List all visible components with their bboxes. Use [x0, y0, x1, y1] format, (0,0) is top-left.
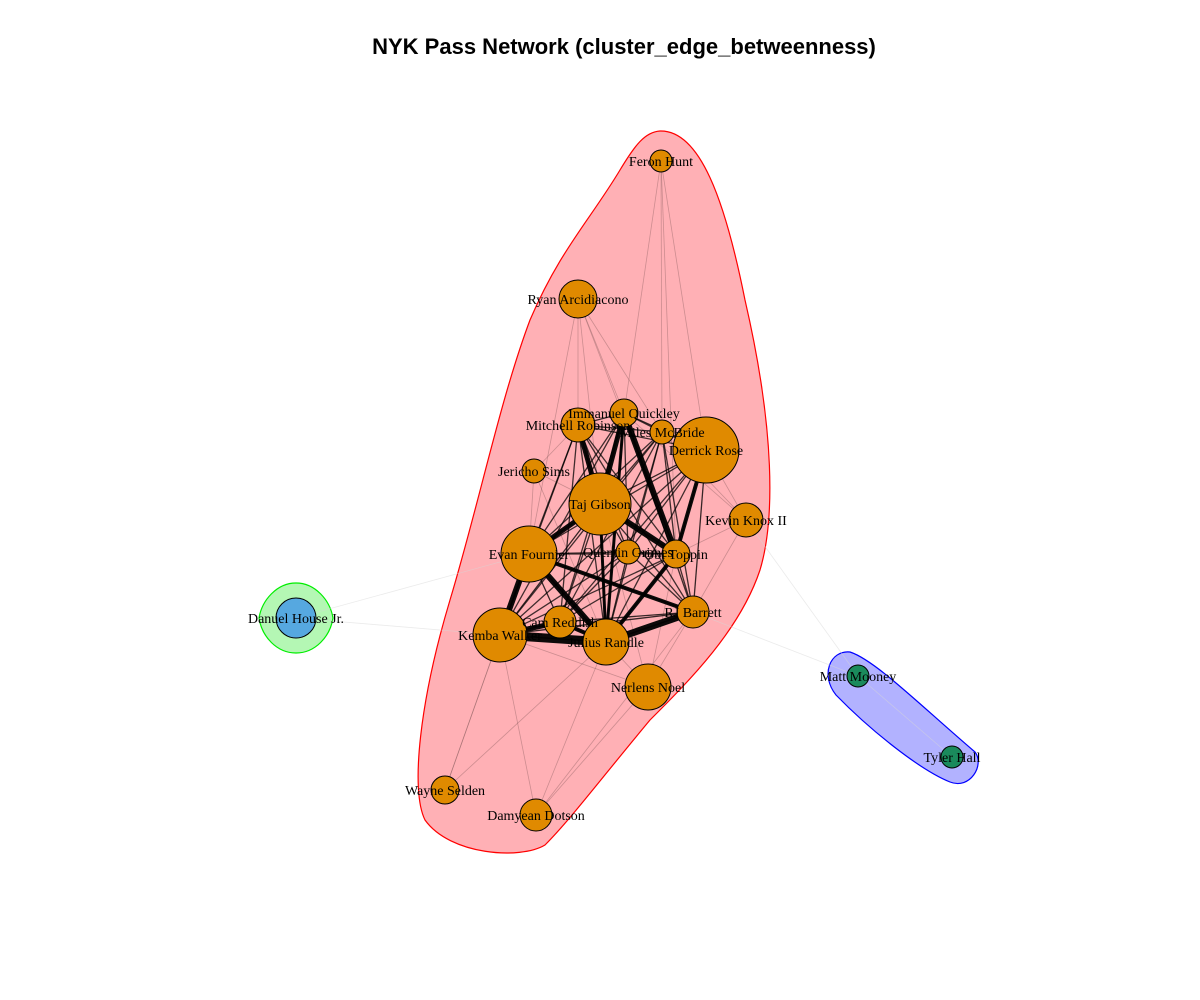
- node-toppin: [661, 539, 691, 569]
- node-feron: [649, 149, 673, 173]
- node-label-knox: Kevin Knox II: [705, 514, 787, 529]
- node-ryan: [558, 279, 598, 319]
- edge-house-kemba: [295, 617, 501, 636]
- node-label-mooney: Matt Mooney: [820, 670, 897, 685]
- node-label-fournier: Evan Fournier: [489, 548, 570, 563]
- node-sims: [521, 458, 547, 484]
- node-quickley: [609, 398, 639, 428]
- node-label-kemba: Kemba Walker: [458, 629, 542, 644]
- edge-mooney-knox: [745, 519, 859, 677]
- node-hall: [940, 745, 964, 769]
- edge-dotson-randle: [535, 641, 607, 816]
- edge-dotson-kemba: [499, 634, 537, 816]
- edge-quickley-grimes: [623, 412, 629, 553]
- node-kemba: [472, 607, 528, 663]
- node-randle: [582, 618, 630, 666]
- edge-dotson-barrett: [535, 611, 694, 816]
- node-selden: [430, 775, 460, 805]
- edge-dotson-noel: [535, 686, 649, 816]
- edge-mcbride-randle: [605, 431, 663, 643]
- label-layer: Feron Hunt Ryan Arcidiacono Immanuel Quick…: [248, 155, 981, 824]
- edge-barrett-reddish: [559, 611, 694, 623]
- edge-sims-randle: [533, 470, 607, 643]
- node-label-mcbride: Miles McBride: [619, 426, 704, 441]
- node-label-grimes: Quentin Grimes: [583, 546, 673, 561]
- edge-feron-quickley: [623, 160, 662, 414]
- node-label-rose: Derrick Rose: [669, 444, 743, 459]
- edge-robinson-reddish: [559, 424, 579, 623]
- edge-ryan-fournier: [528, 298, 579, 555]
- node-label-selden: Wayne Selden: [405, 784, 485, 799]
- node-label-barrett: RJ Barrett: [664, 606, 721, 621]
- node-label-gibson: Taj Gibson: [569, 498, 631, 513]
- node-mcbride: [649, 419, 675, 445]
- node-barrett: [676, 595, 710, 629]
- node-label-hall: Tyler Hall: [924, 751, 981, 766]
- node-reddish: [543, 605, 577, 639]
- node-label-quickley: Immanuel Quickley: [568, 407, 680, 422]
- edge-knox-barrett: [692, 519, 747, 613]
- node-label-ryan: Ryan Arcidiacono: [528, 293, 629, 308]
- node-label-sims: Jericho Sims: [498, 465, 570, 480]
- edge-ryan-mcbride: [577, 298, 663, 433]
- chart-title: NYK Pass Network (cluster_edge_betweenne…: [372, 34, 876, 59]
- node-layer: [275, 149, 964, 832]
- node-label-dotson: Damyean Dotson: [487, 809, 585, 824]
- node-knox: [728, 502, 764, 538]
- edge-mcbride-barrett: [661, 431, 694, 613]
- edge-toppin-kemba: [499, 553, 677, 636]
- edge-rose-reddish: [559, 449, 707, 623]
- node-robinson: [560, 407, 596, 443]
- cluster-hull-c3: [827, 651, 979, 785]
- edge-feron-rose: [660, 160, 707, 451]
- edge-robinson-barrett: [577, 424, 694, 613]
- edge-mooney-hall: [857, 675, 953, 758]
- edge-rose-kemba: [499, 449, 707, 636]
- edge-selden-randle: [444, 641, 607, 791]
- node-label-noel: Nerlens Noel: [611, 681, 685, 696]
- edge-fournier-barrett: [528, 553, 694, 613]
- edge-ryan-quickley: [577, 298, 625, 414]
- node-fournier: [500, 525, 558, 583]
- node-label-toppin: Obi Toppin: [644, 548, 708, 563]
- edge-house-fournier: [295, 553, 530, 619]
- node-label-reddish: Cam Reddish: [522, 616, 598, 631]
- edge-feron-mcbride: [660, 160, 663, 433]
- node-label-house: Danuel House Jr.: [248, 612, 344, 627]
- node-gibson: [568, 472, 632, 536]
- node-dotson: [519, 798, 553, 832]
- node-label-feron: Feron Hunt: [629, 155, 693, 170]
- edge-mcbride-kemba: [499, 431, 663, 636]
- node-label-robinson: Mitchell Robinson: [526, 419, 631, 434]
- edge-rose-randle: [605, 449, 707, 643]
- node-label-randle: Julius Randle: [568, 636, 644, 651]
- node-grimes: [615, 539, 641, 565]
- edge-noel-gibson: [599, 503, 649, 688]
- node-mooney: [846, 664, 870, 688]
- node-house: [275, 597, 317, 639]
- edge-mooney-barrett: [692, 611, 859, 677]
- node-rose: [672, 416, 740, 484]
- node-noel: [624, 663, 672, 711]
